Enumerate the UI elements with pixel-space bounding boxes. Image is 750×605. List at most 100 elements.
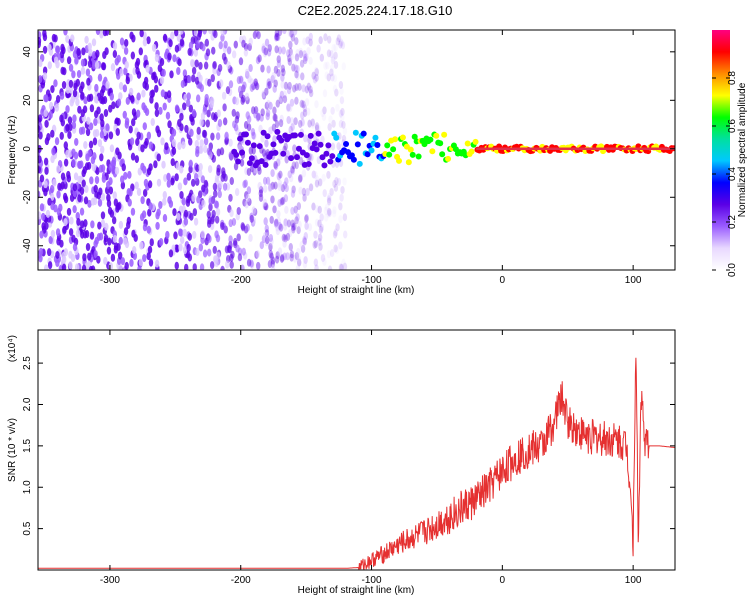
- heatmap-cell: [255, 113, 261, 122]
- heatmap-cell: [293, 64, 299, 73]
- heatmap-cell: [118, 236, 123, 245]
- heatmap-cell: [321, 173, 326, 182]
- heatmap-cell: [124, 261, 129, 270]
- heatmap-cell: [89, 104, 95, 113]
- heatmap-cell: [405, 159, 412, 166]
- heatmap-cell: [248, 146, 254, 155]
- heatmap-cell: [273, 113, 278, 122]
- heatmap-cell: [295, 48, 300, 57]
- heatmap-cell: [294, 161, 299, 170]
- heatmap-cell: [312, 240, 317, 249]
- heatmap-cell: [228, 80, 234, 89]
- heatmap-cell: [42, 45, 48, 54]
- heatmap-cell: [333, 60, 339, 69]
- heatmap-ylabel: Frequency (Hz): [7, 116, 18, 185]
- heatmap-cell: [338, 109, 344, 118]
- heatmap-cell: [85, 68, 91, 77]
- heatmap-cell: [319, 223, 324, 232]
- heatmap-cell: [73, 172, 79, 181]
- heatmap-cell: [272, 149, 279, 156]
- heatmap-cell: [282, 30, 287, 35]
- heatmap-cell: [83, 196, 89, 205]
- heatmap-cell: [254, 250, 259, 259]
- heatmap-cell: [327, 209, 332, 218]
- heatmap-cell: [296, 226, 301, 235]
- heatmap-cell: [260, 134, 265, 143]
- heatmap-cell: [38, 250, 42, 259]
- heatmap-cell: [318, 178, 323, 187]
- heatmap-cell: [146, 225, 151, 234]
- heatmap-cell: [265, 108, 271, 117]
- heatmap-cell: [288, 174, 294, 183]
- heatmap-cell: [229, 209, 234, 218]
- heatmap-cell: [300, 118, 305, 127]
- heatmap-cell: [243, 179, 248, 188]
- heatmap-cell: [350, 156, 357, 163]
- colorbar-label: Normalized spectral amplitude: [737, 82, 748, 217]
- heatmap-cell: [326, 192, 332, 201]
- heatmap-cell: [308, 56, 313, 65]
- heatmap-cell: [332, 74, 338, 83]
- heatmap-cell: [278, 170, 283, 179]
- heatmap-cell: [38, 190, 41, 199]
- heatmap-cell: [270, 256, 276, 265]
- heatmap-cell: [341, 258, 346, 267]
- heatmap-cell: [38, 125, 41, 134]
- snr-series-line: [38, 357, 675, 570]
- heatmap-cell: [323, 61, 328, 70]
- heatmap-cell: [334, 88, 339, 97]
- heatmap-cell: [295, 65, 300, 74]
- heatmap-cell: [287, 103, 293, 112]
- heatmap-cell: [166, 172, 171, 181]
- snr-x-tick-label: -100: [362, 575, 382, 586]
- heatmap-cell: [39, 203, 45, 212]
- heatmap-cell: [441, 131, 448, 138]
- heatmap-cell: [290, 223, 296, 232]
- heatmap-cell: [292, 254, 298, 263]
- heatmap-cell: [183, 177, 188, 186]
- heatmap-cell: [468, 148, 475, 155]
- heatmap-cell: [199, 263, 205, 270]
- heatmap-cell: [130, 51, 136, 60]
- heatmap-cell: [186, 243, 191, 252]
- heatmap-cell: [264, 229, 270, 238]
- heatmap-cell: [198, 145, 204, 154]
- heatmap-cell: [290, 189, 296, 198]
- heatmap-cell: [245, 194, 251, 203]
- heatmap-cell: [164, 142, 169, 151]
- heatmap-cell: [297, 82, 302, 91]
- heatmap-cell: [252, 131, 257, 140]
- heatmap-cell: [69, 216, 74, 225]
- heatmap-cell: [154, 54, 160, 63]
- heatmap-cell: [230, 250, 235, 259]
- heatmap-cell: [270, 169, 275, 178]
- heatmap-cell: [235, 244, 240, 253]
- heatmap-cell: [246, 186, 252, 195]
- heatmap-cell: [86, 94, 92, 103]
- heatmap-cell: [244, 139, 251, 146]
- heatmap-cell: [122, 110, 127, 119]
- heatmap-cell: [127, 198, 132, 207]
- heatmap-cell: [290, 219, 295, 228]
- heatmap-cell: [83, 96, 88, 105]
- heatmap-y-tick-label: -20: [22, 190, 33, 205]
- heatmap-cell: [297, 220, 302, 229]
- heatmap-cell: [239, 149, 246, 156]
- heatmap-cell: [179, 235, 185, 244]
- heatmap-cell: [287, 170, 292, 179]
- heatmap-cell: [98, 164, 104, 173]
- heatmap-cell: [122, 84, 128, 93]
- heatmap-cell: [302, 260, 308, 269]
- heatmap-cell: [274, 255, 280, 264]
- heatmap-cell: [103, 234, 109, 243]
- snr-y-tick-label: 1.0: [22, 480, 33, 494]
- heatmap-cell: [210, 132, 215, 141]
- heatmap-cell: [300, 72, 305, 81]
- heatmap-cell: [136, 92, 141, 101]
- heatmap-cell: [46, 248, 52, 257]
- heatmap-cell: [307, 132, 314, 139]
- heatmap-cell: [218, 79, 224, 88]
- heatmap-cell: [88, 265, 94, 270]
- heatmap-cell: [277, 182, 282, 191]
- heatmap-cell: [295, 264, 301, 270]
